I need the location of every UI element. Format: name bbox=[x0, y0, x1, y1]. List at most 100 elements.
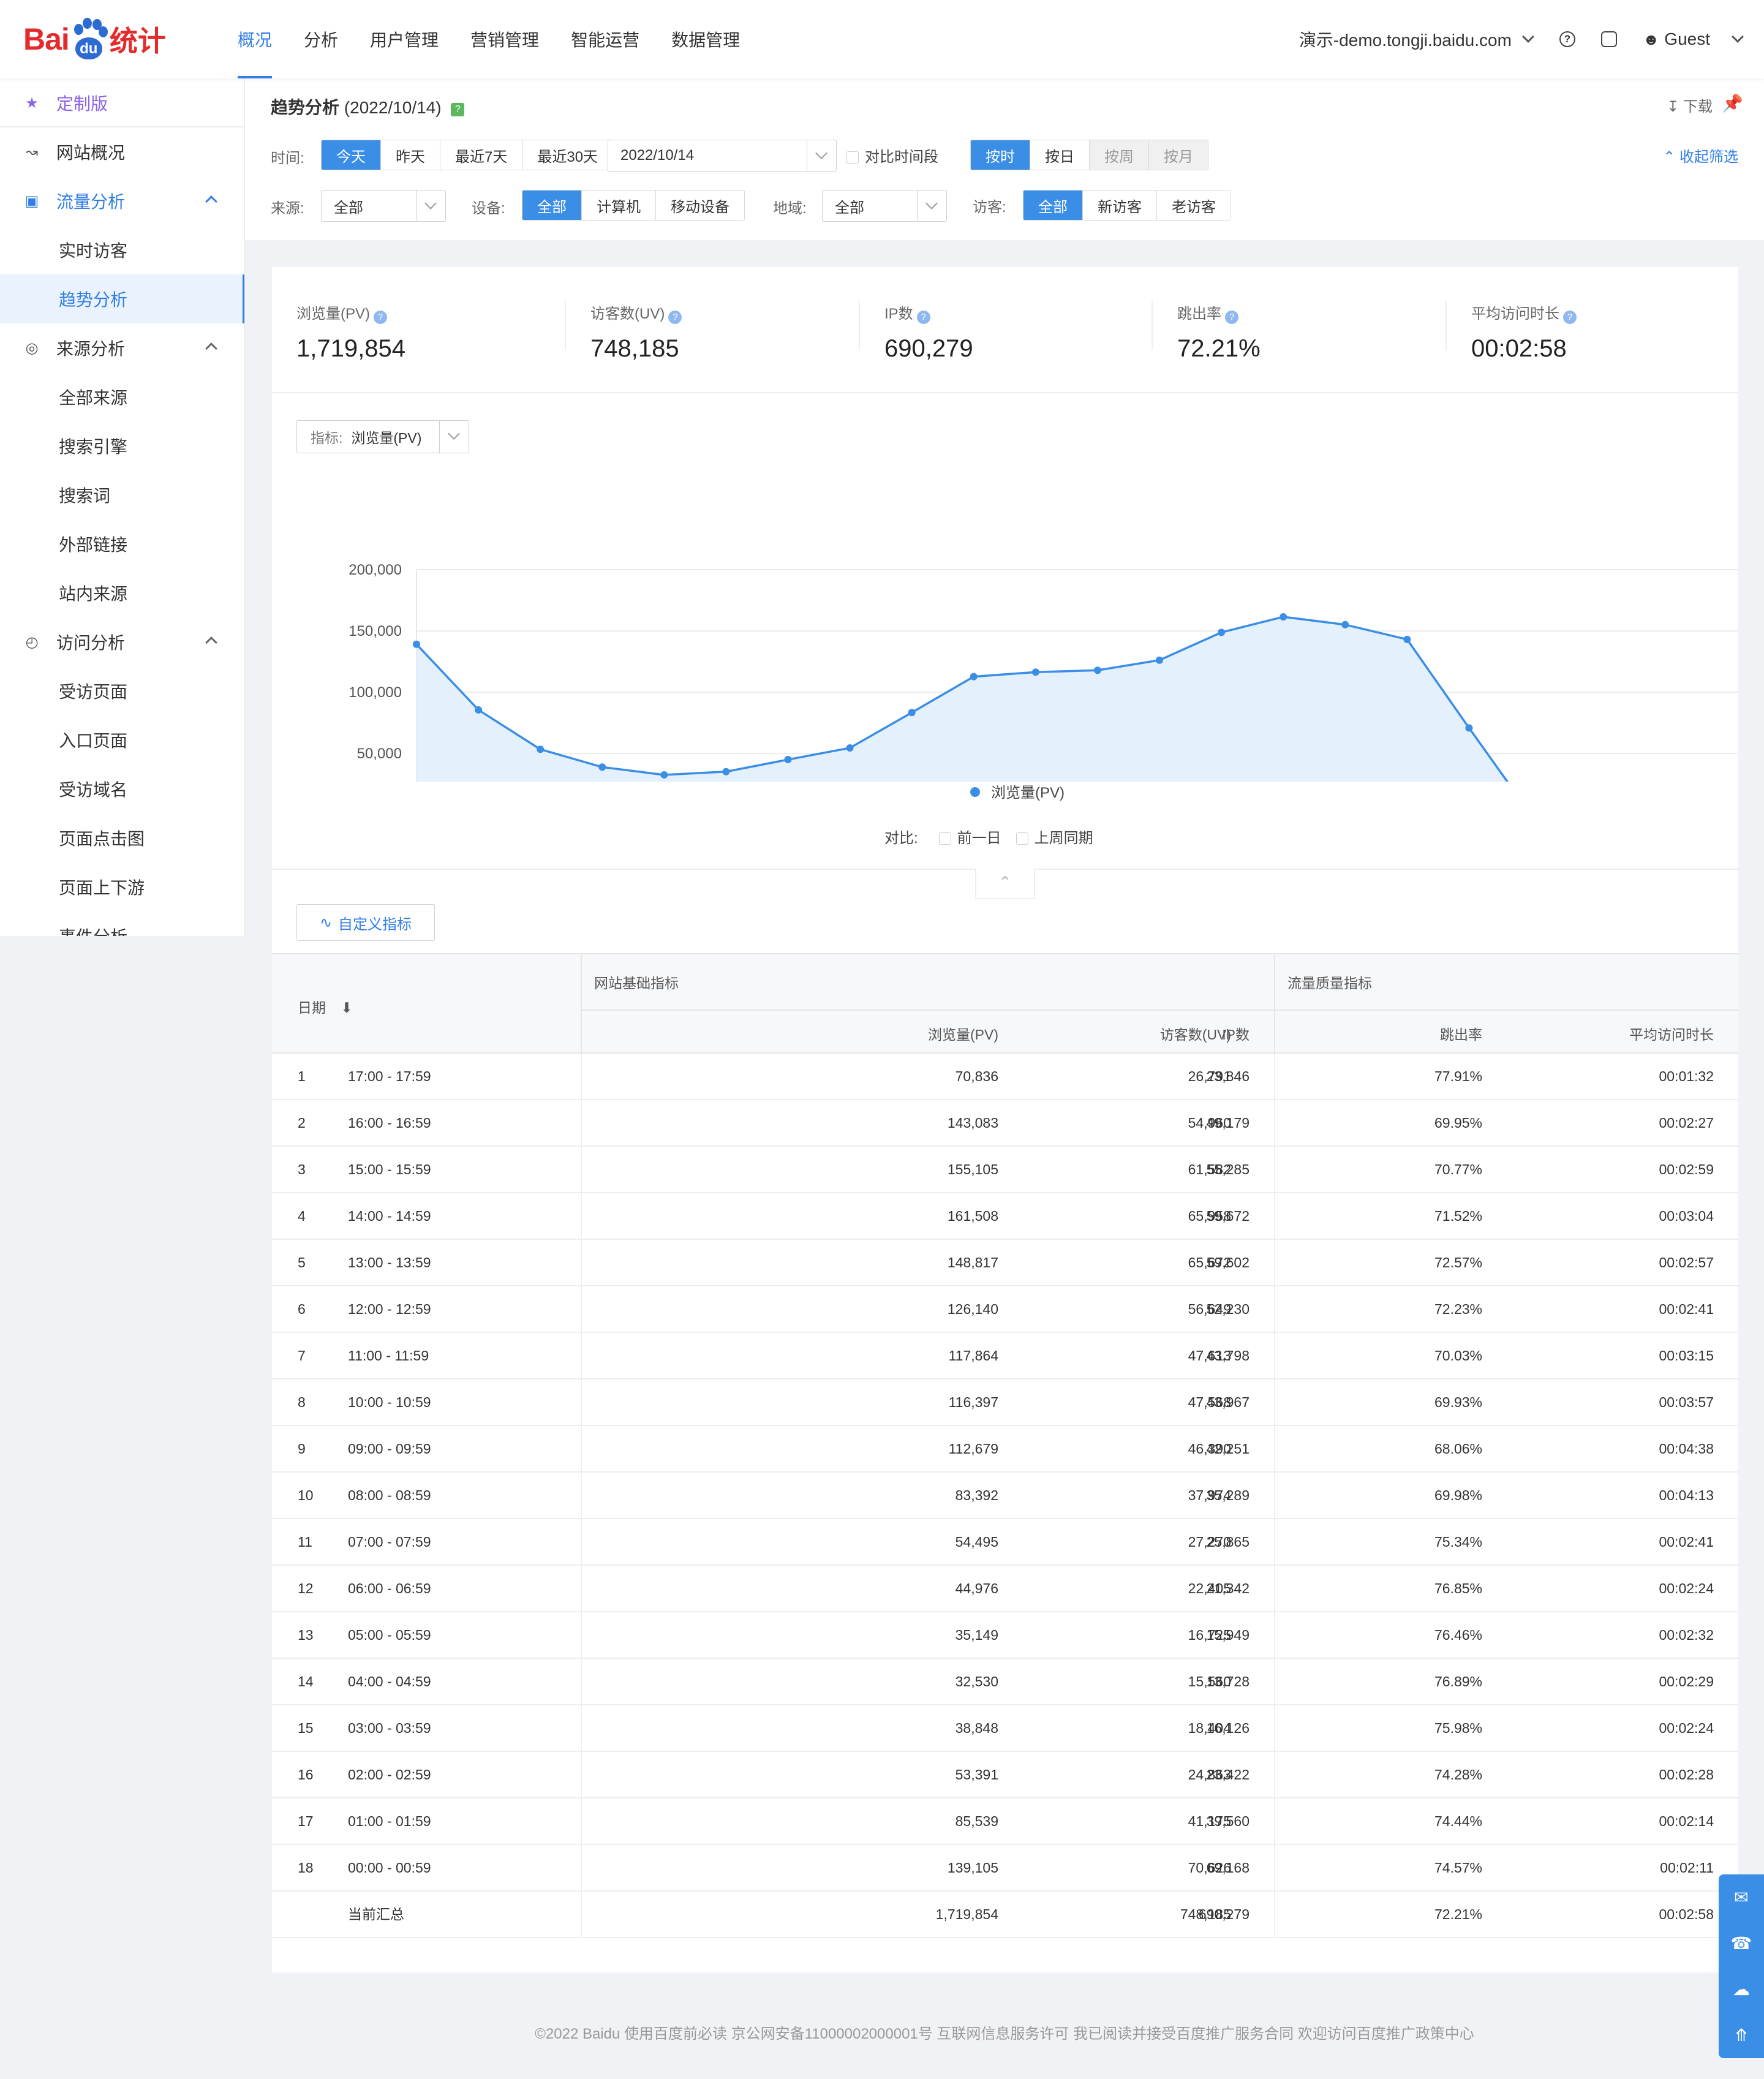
chevron-up-icon[interactable] bbox=[205, 195, 217, 208]
chevron-up-icon[interactable] bbox=[205, 636, 217, 649]
cell-uv: 61,582 bbox=[1188, 1161, 1231, 1177]
sidebar-item-inner-source[interactable]: 站内来源 bbox=[0, 568, 244, 617]
chevron-up-icon[interactable] bbox=[205, 342, 217, 355]
region-select[interactable]: 全部 bbox=[822, 190, 947, 222]
col-header-pv[interactable]: 浏览量(PV) bbox=[928, 1027, 998, 1043]
checkbox-icon[interactable] bbox=[1016, 832, 1028, 845]
region-label: 地域: bbox=[773, 200, 807, 217]
source-select[interactable]: 全部 bbox=[321, 190, 446, 222]
sidebar-item-visited-domain[interactable]: 受访域名 bbox=[0, 764, 244, 813]
time-today-button[interactable]: 今天 bbox=[322, 140, 381, 170]
sort-down-icon[interactable]: ⬇ bbox=[341, 1000, 353, 1016]
device-pc-button[interactable]: 计算机 bbox=[582, 191, 656, 220]
chevron-down-icon[interactable] bbox=[1522, 31, 1534, 43]
time-last7-button[interactable]: 最近7天 bbox=[440, 140, 523, 170]
compare-period-checkbox[interactable]: 对比时间段 bbox=[846, 145, 938, 166]
cell-pv: 32,530 bbox=[955, 1673, 998, 1689]
gran-day-button[interactable]: 按日 bbox=[1030, 140, 1090, 170]
sidebar-item-event[interactable]: 事件分析 bbox=[0, 911, 244, 936]
sidebar-item-visit[interactable]: ◴ 访问分析 bbox=[0, 617, 244, 666]
gran-hour-button[interactable]: 按时 bbox=[971, 140, 1030, 170]
sidebar-item-custom[interactable]: ★ 定制版 bbox=[0, 78, 244, 127]
chart-legend[interactable]: 浏览量(PV) bbox=[970, 780, 1065, 802]
mail-icon[interactable]: ☎ bbox=[1730, 1934, 1752, 1953]
col-header-ip[interactable]: IP数 bbox=[1222, 1027, 1250, 1043]
visitor-new-button[interactable]: 新访客 bbox=[1083, 191, 1157, 220]
sidebar-item-label: 趋势分析 bbox=[59, 290, 128, 309]
chevron-down-icon[interactable] bbox=[1732, 31, 1744, 43]
sidebar-item-entry-page[interactable]: 入口页面 bbox=[0, 715, 244, 764]
source-select-value: 全部 bbox=[334, 199, 363, 216]
fold-chart-button[interactable]: ⌃ bbox=[975, 869, 1035, 899]
sidebar-item-source[interactable]: ◎ 来源分析 bbox=[0, 323, 244, 372]
cell-bounce: 72.57% bbox=[1434, 1255, 1482, 1270]
sidebar-item-page-flow[interactable]: 页面上下游 bbox=[0, 862, 244, 911]
help-icon[interactable]: ? bbox=[1225, 311, 1238, 324]
metric-select[interactable]: 指标: 浏览量(PV) bbox=[296, 420, 469, 453]
feedback-icon[interactable]: ✉ bbox=[1734, 1888, 1749, 1907]
menu-user-management[interactable]: 用户管理 bbox=[370, 31, 439, 50]
time-yesterday-button[interactable]: 昨天 bbox=[381, 140, 440, 170]
sidebar-item-label: 事件分析 bbox=[59, 924, 127, 936]
chevron-down-icon[interactable] bbox=[416, 191, 445, 221]
user-name[interactable]: Guest bbox=[1664, 29, 1710, 48]
device-all-button[interactable]: 全部 bbox=[522, 191, 582, 220]
sidebar-item-traffic[interactable]: ▣ 流量分析 bbox=[0, 176, 244, 225]
menu-overview[interactable]: 概况 bbox=[222, 0, 288, 78]
checkbox-icon[interactable] bbox=[938, 832, 951, 845]
sidebar-item-search-engine[interactable]: 搜索引擎 bbox=[0, 421, 244, 470]
col-header-uv[interactable]: 访客数(UV) bbox=[1159, 1027, 1231, 1043]
checkbox-icon[interactable] bbox=[846, 151, 859, 164]
monitor-icon[interactable] bbox=[1600, 31, 1617, 47]
help-icon[interactable]: ? bbox=[374, 311, 387, 324]
help-icon[interactable]: ? bbox=[1563, 311, 1577, 324]
help-icon[interactable]: ? bbox=[668, 311, 682, 324]
sidebar-item-visited-page[interactable]: 受访页面 bbox=[0, 666, 244, 715]
sidebar-item-all-source[interactable]: 全部来源 bbox=[0, 372, 244, 421]
device-mobile-button[interactable]: 移动设备 bbox=[656, 191, 744, 220]
logo[interactable]: Bai du 统计 bbox=[23, 15, 166, 64]
visitor-label: 访客: bbox=[973, 199, 1006, 216]
menu-marketing[interactable]: 营销管理 bbox=[470, 31, 540, 50]
data-point bbox=[475, 706, 483, 714]
col-header-bounce[interactable]: 跳出率 bbox=[1440, 1027, 1482, 1043]
col-header-duration[interactable]: 平均访问时长 bbox=[1629, 1027, 1714, 1043]
back-to-top-icon[interactable]: ⤊ bbox=[1734, 2026, 1749, 2045]
chevron-down-icon[interactable] bbox=[439, 421, 469, 453]
sidebar-item-click-map[interactable]: 页面点击图 bbox=[0, 813, 244, 862]
y-tick-label: 150,000 bbox=[349, 623, 402, 640]
compare-last-week-checkbox[interactable]: 上周同期 bbox=[1016, 826, 1093, 847]
collapse-filter-button[interactable]: ⌃ 收起筛选 bbox=[1663, 149, 1738, 165]
compare-prev-day-checkbox[interactable]: 前一日 bbox=[938, 826, 1001, 847]
cell-pv: 112,679 bbox=[948, 1441, 998, 1457]
visitor-old-button[interactable]: 老访客 bbox=[1157, 191, 1231, 220]
download-button[interactable]: ↧ 下载 bbox=[1667, 99, 1713, 115]
sidebar-item-trend[interactable]: 趋势分析 bbox=[0, 274, 244, 323]
menu-analysis[interactable]: 分析 bbox=[304, 31, 339, 50]
menu-smart-ops[interactable]: 智能运营 bbox=[571, 31, 640, 50]
question-circle-icon[interactable]: ? bbox=[1559, 31, 1575, 47]
help-icon[interactable]: ? bbox=[451, 103, 465, 116]
menu-data-management[interactable]: 数据管理 bbox=[671, 31, 741, 50]
chevron-down-icon[interactable] bbox=[917, 191, 946, 221]
date-picker[interactable]: 2022/10/14 bbox=[608, 140, 837, 172]
sidebar-item-external-link[interactable]: 外部链接 bbox=[0, 519, 244, 568]
time-last30-button[interactable]: 最近30天 bbox=[522, 140, 613, 170]
table-row: 14 04:00 - 04:59 32,530 15,560 13,728 76.89% 0… bbox=[272, 1659, 1738, 1705]
pin-icon[interactable]: 📌 bbox=[1722, 94, 1743, 113]
custom-metric-button[interactable]: ∿ 自定义指标 bbox=[296, 904, 435, 941]
sidebar-item-label: 实时访客 bbox=[59, 241, 128, 260]
visitor-all-button[interactable]: 全部 bbox=[1023, 191, 1083, 220]
sidebar-item-label: 全部来源 bbox=[59, 388, 128, 407]
sidebar-item-overview[interactable]: ↝ 网站概况 bbox=[0, 127, 244, 176]
wechat-icon[interactable]: ☁ bbox=[1733, 1980, 1750, 1999]
sidebar-item-realtime[interactable]: 实时访客 bbox=[0, 225, 244, 274]
help-icon[interactable]: ? bbox=[916, 311, 930, 324]
sidebar-item-search-word[interactable]: 搜索词 bbox=[0, 470, 244, 519]
data-point bbox=[1156, 656, 1163, 664]
date-column-header[interactable]: 日期 ⬇ bbox=[298, 996, 353, 1017]
site-domain-selector[interactable]: 演示-demo.tongji.baidu.com bbox=[1298, 31, 1512, 50]
cell-bounce: 74.44% bbox=[1434, 1813, 1482, 1829]
table-row: 18 00:00 - 00:59 139,105 70,626 69,168 74.57%… bbox=[272, 1845, 1738, 1892]
chevron-down-icon[interactable] bbox=[807, 140, 836, 171]
